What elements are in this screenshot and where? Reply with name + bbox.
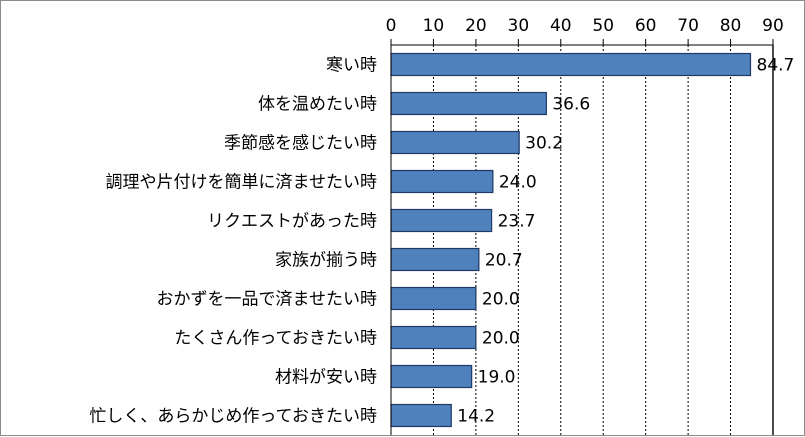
bar: [390, 130, 520, 155]
value-label: 36.6: [552, 95, 590, 115]
bar: [390, 208, 493, 233]
value-label: 24.0: [499, 173, 537, 193]
value-label: 14.2: [457, 407, 495, 427]
category-label: 家族が揃う時: [275, 251, 377, 271]
value-label: 20.0: [482, 329, 520, 349]
category-label: おかずを一品で済ませたい時: [157, 290, 378, 310]
tick-label: 80: [720, 16, 742, 36]
tick-label: 10: [423, 16, 445, 36]
bar: [390, 286, 477, 311]
category-label: たくさん作っておきたい時: [174, 329, 377, 349]
bar: [390, 52, 752, 77]
bar: [390, 364, 473, 389]
category-label: 体を温めたい時: [258, 95, 377, 115]
category-label: 忙しく、あらかじめ作っておきたい時: [89, 407, 377, 427]
bar: [390, 325, 477, 350]
value-label: 23.7: [498, 212, 536, 232]
tick-label: 50: [592, 16, 614, 36]
category-label: リクエストがあった時: [207, 212, 377, 232]
axes: [390, 44, 774, 435]
tick-label: 60: [635, 16, 657, 36]
category-labels: 寒い時体を温めたい時季節感を感じたい時調理や片付けを簡単に済ませたい時リクエスト…: [89, 56, 377, 427]
value-label: 20.0: [482, 290, 520, 310]
tick-label: 30: [508, 16, 530, 36]
category-label: 季節感を感じたい時: [224, 134, 377, 154]
x-axis-ticks: 0 10 20 30 40 50 60 70 80 90: [386, 16, 784, 45]
bar: [390, 169, 494, 194]
value-label: 30.2: [525, 134, 563, 154]
tick-label: 70: [677, 16, 699, 36]
bar: [390, 403, 452, 428]
value-label: 19.0: [478, 368, 516, 388]
tick-label: 40: [550, 16, 572, 36]
category-label: 材料が安い時: [275, 368, 377, 388]
category-label: 調理や片付けを簡単に済ませたい時: [106, 173, 378, 193]
tick-label: 20: [465, 16, 487, 36]
bar: [390, 247, 480, 272]
tick-label: 0: [386, 16, 397, 36]
value-labels: 84.7 36.6 30.2 24.0 23.7 20.7 20.0 20.0 19.0 14.2: [457, 56, 794, 427]
bar: [390, 91, 547, 116]
value-label: 84.7: [757, 56, 795, 76]
tick-label: 90: [762, 16, 784, 36]
bars: [390, 52, 752, 428]
value-label: 20.7: [485, 251, 523, 271]
category-label: 寒い時: [326, 56, 377, 76]
